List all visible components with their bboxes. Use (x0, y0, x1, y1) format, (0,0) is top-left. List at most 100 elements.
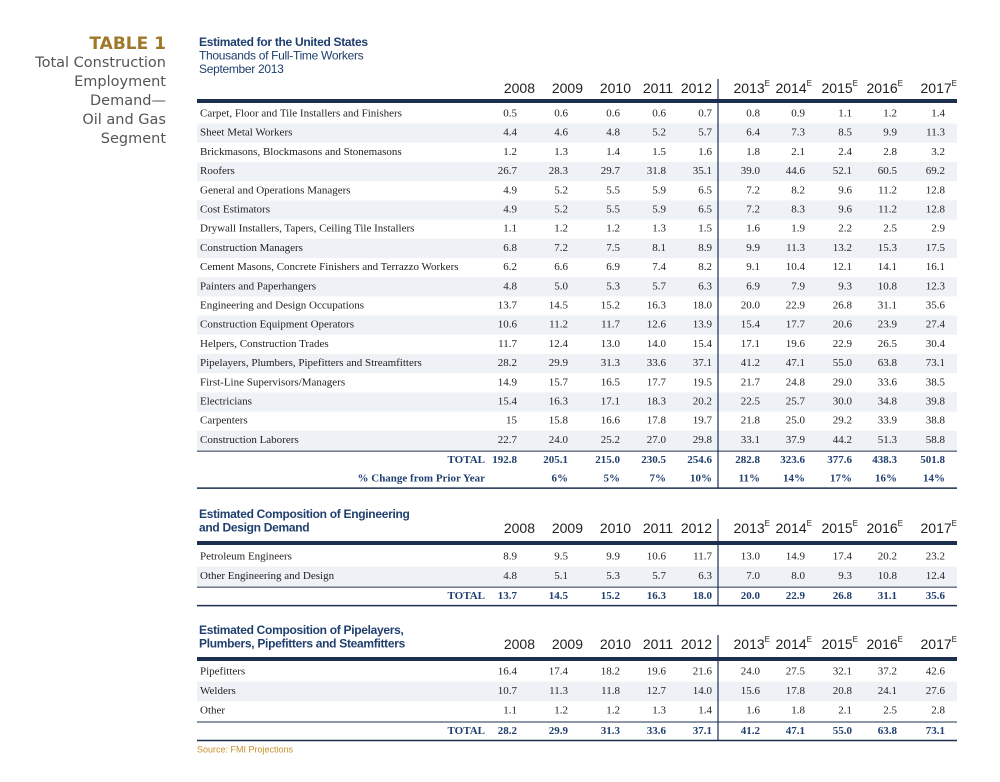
cell-value: 17.4 (833, 551, 853, 563)
cell-value: 11.2 (878, 204, 897, 216)
row-label: Other Engineering and Design (200, 570, 335, 582)
cell-value: 27.5 (786, 666, 806, 678)
cell-value: 20.2 (693, 396, 712, 408)
cell-value: 24.0 (741, 666, 761, 678)
cell-value: 9.1 (746, 261, 760, 273)
cell-value: 9.9 (746, 242, 760, 254)
cell-value: 52.1 (833, 165, 852, 177)
column-header: 2010 (600, 636, 631, 652)
cell-value: 44.2 (833, 434, 852, 446)
column-year: 2010 (600, 80, 631, 96)
cell-value: 63.8 (878, 357, 898, 369)
change-label: % Change from Prior Year (358, 473, 486, 485)
cell-value: 5.2 (652, 127, 666, 139)
cell-value: 12.6 (647, 319, 667, 331)
cell-value: 28.3 (549, 165, 569, 177)
cell-value: 26.5 (878, 338, 898, 350)
column-header: 2011 (643, 636, 673, 652)
total-value: 33.6 (647, 725, 667, 737)
cell-value: 22.5 (741, 396, 761, 408)
cell-value: 22.7 (498, 434, 518, 446)
cell-value: 21.7 (741, 376, 761, 388)
column-year: 2017 (921, 80, 952, 96)
total-value: 31.3 (601, 725, 621, 737)
column-estimate-mark: E (952, 635, 957, 644)
column-header: 2017E (921, 519, 958, 536)
column-year: 2016 (867, 636, 898, 652)
cell-value: 7.3 (791, 127, 805, 139)
row-label: Sheet Metal Workers (200, 127, 292, 139)
column-header: 2014E (776, 519, 813, 536)
column-header: 2013E (734, 519, 771, 536)
total-value: 16.3 (647, 590, 667, 602)
cell-value: 42.6 (926, 666, 946, 678)
column-header: 2015E (822, 635, 859, 652)
column-header: 2009 (552, 80, 583, 96)
column-year: 2008 (504, 636, 535, 652)
row-label: Engineering and Design Occupations (200, 300, 364, 312)
cell-value: 4.6 (554, 127, 568, 139)
cell-value: 12.7 (647, 685, 667, 697)
cell-value: 2.5 (883, 705, 897, 717)
cell-value: 16.1 (926, 261, 945, 273)
cell-value: 19.5 (693, 376, 713, 388)
cell-value: 6.3 (698, 570, 712, 582)
cell-value: 6.2 (503, 261, 517, 273)
row-label: Construction Laborers (200, 434, 299, 446)
cell-value: 29.0 (833, 376, 853, 388)
total-value: 13.7 (498, 590, 518, 602)
row-stripe (197, 238, 957, 258)
cell-value: 58.8 (926, 434, 946, 446)
cell-value: 20.6 (833, 319, 853, 331)
column-estimate-mark: E (853, 519, 858, 528)
column-year: 2014 (776, 636, 807, 652)
total-value: 18.0 (693, 590, 713, 602)
cell-value: 31.8 (647, 165, 667, 177)
cell-value: 8.3 (791, 204, 805, 216)
cell-value: 7.2 (746, 204, 760, 216)
cell-value: 5.5 (606, 204, 620, 216)
cell-value: 10.7 (498, 685, 518, 697)
row-stripe (197, 277, 957, 297)
cell-value: 30.4 (926, 338, 946, 350)
cell-value: 25.0 (786, 415, 806, 427)
row-stripe (197, 315, 957, 335)
cell-value: 10.6 (647, 551, 667, 563)
cell-value: 1.2 (554, 223, 568, 235)
cell-value: 15.4 (498, 396, 518, 408)
total-value: 55.0 (833, 725, 853, 737)
cell-value: 18.3 (647, 396, 667, 408)
column-header: 2009 (552, 636, 583, 652)
total-value: 20.0 (741, 590, 761, 602)
column-estimate-mark: E (853, 79, 858, 88)
cell-value: 14.0 (693, 685, 713, 697)
column-year: 2009 (552, 80, 583, 96)
column-year: 2017 (921, 636, 952, 652)
cell-value: 17.1 (601, 396, 620, 408)
cell-value: 12.4 (549, 338, 569, 350)
cell-value: 10.8 (878, 570, 898, 582)
change-value: 7% (650, 473, 667, 485)
cell-value: 16.6 (601, 415, 621, 427)
column-header: 2013E (734, 79, 771, 96)
column-year: 2008 (504, 80, 535, 96)
column-header: 2016E (867, 635, 904, 652)
cell-value: 1.3 (652, 705, 666, 717)
cell-value: 41.2 (741, 357, 760, 369)
cell-value: 1.4 (606, 146, 620, 158)
cell-value: 1.6 (698, 146, 712, 158)
cell-value: 2.1 (838, 705, 852, 717)
cell-value: 15.8 (549, 415, 569, 427)
cell-value: 4.9 (503, 204, 517, 216)
column-estimate-mark: E (765, 79, 770, 88)
cell-value: 0.7 (698, 108, 712, 120)
cell-value: 9.9 (883, 127, 897, 139)
cell-value: 2.8 (883, 146, 897, 158)
cell-value: 11.3 (786, 242, 805, 254)
cell-value: 20.2 (878, 551, 897, 563)
section-title: Estimated for the United States (199, 35, 368, 49)
cell-value: 25.7 (786, 396, 806, 408)
cell-value: 16.3 (647, 300, 667, 312)
cell-value: 8.2 (791, 184, 805, 196)
cell-value: 7.2 (554, 242, 568, 254)
